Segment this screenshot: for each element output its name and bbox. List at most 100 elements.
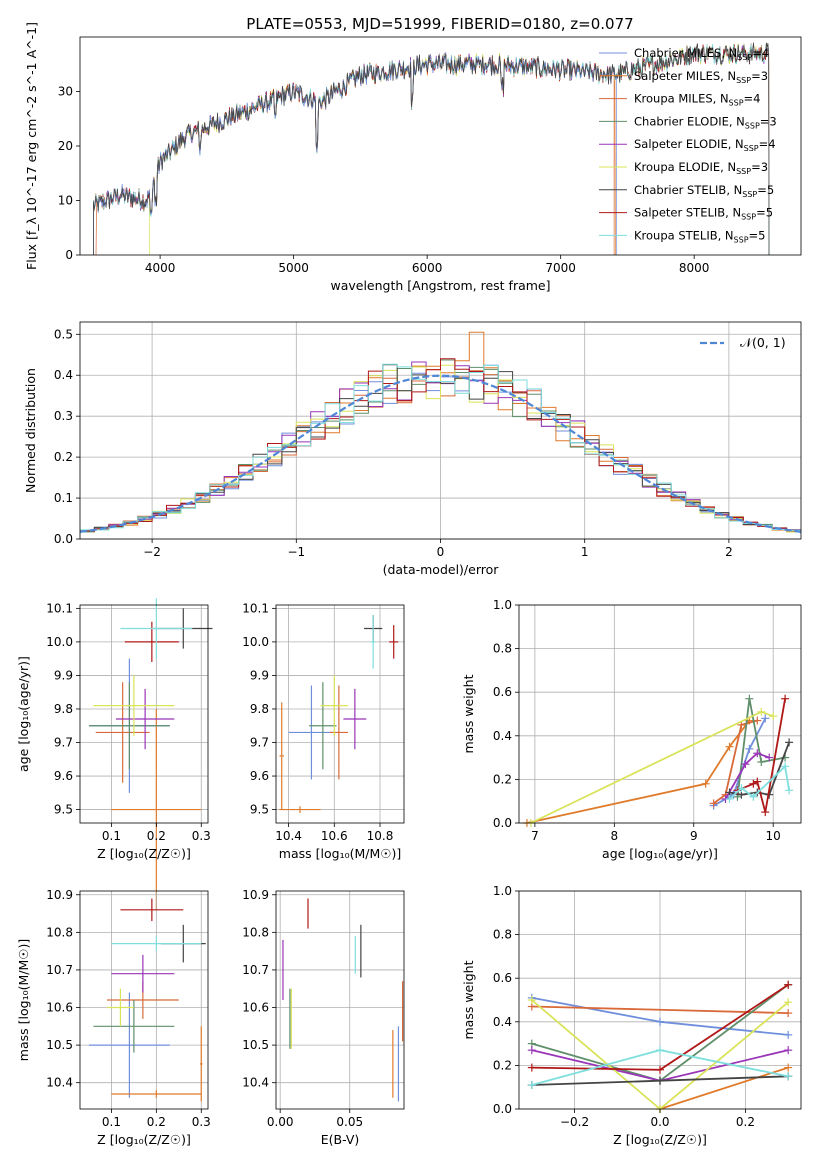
y-tick-label: 10.1 [242,601,269,615]
series-marker [741,760,750,769]
errorbar-point [389,625,399,659]
series-marker [737,784,746,793]
figure-title: PLATE=0553, MJD=51999, FIBERID=0180, z=0… [246,15,633,33]
x-tick-label: −0.2 [560,1115,589,1129]
y-tick-label: 10.5 [242,1038,269,1052]
series-marker [745,694,754,703]
errorbar-point [279,702,284,810]
errorbar-point [370,615,376,669]
errorbar-point [106,988,134,1027]
x-tick-label: 2 [725,545,733,559]
legend-subscript: SSP [741,213,756,222]
y-tick-label: 0.1 [54,491,73,505]
errorbar-point [120,598,193,659]
errorbar-point [111,708,202,911]
y-tick-label: 10.4 [242,1076,269,1090]
plot-area [282,898,404,1102]
errorbar-point [88,992,170,1098]
legend-entry: Salpeter STELIB, NSSP=5 [634,206,773,222]
legend-value: =5 [756,206,773,220]
y-tick-label: 0.3 [54,409,73,423]
series-marker [753,777,762,786]
legend-entry: Salpeter MILES, NSSP=3 [634,69,768,85]
panel-mass_vs_ebv: 0.00 0.05 10.4 10.5 10.6 10.7 10.8 10.9 E(B-V) [242,888,405,1147]
y-tick-label: 0.6 [493,685,512,699]
x-tick-label: −1 [287,545,305,559]
x-tick-label: 0.2 [736,1115,755,1129]
y-tick-label: 9.9 [54,668,73,682]
plot-area [80,331,801,534]
y-tick-label: 0.4 [54,368,73,382]
y-tick-label: 10.4 [46,1076,73,1090]
x-axis-label: E(B-V) [321,1132,360,1147]
errorbar-point [199,1026,203,1102]
panel-mass_vs_Z: 0.1 0.2 0.3 10.4 10.5 10.6 10.7 10.8 10.9 Z [log₁… [16,888,211,1147]
series-marker [749,779,758,788]
y-tick-label: 10.0 [46,635,73,649]
axes-frame [275,604,405,824]
series-marker [785,738,794,747]
y-tick-label: 10.9 [46,888,73,902]
x-tick-label: 6000 [412,261,443,275]
plot-area [88,598,213,911]
legend: Chabrier MILES, NSSP=4 Salpeter MILES, NS… [599,46,777,244]
series-marker [745,744,754,753]
y-tick-label: 0.2 [493,772,512,786]
legend-subscript: SSP [736,76,751,85]
y-tick-label: 10.6 [242,1001,269,1015]
x-tick-label: 10 [766,829,781,843]
errorbar-point [329,685,348,780]
series-marker [656,1046,664,1055]
axes-frame [275,890,405,1110]
legend-entry: Chabrier MILES, NSSP=4 [634,46,769,62]
series-marker [753,749,762,758]
x-tick-label: 0.2 [147,829,166,843]
series-marker [769,712,778,721]
y-tick-label: 10.6 [46,1001,73,1015]
y-axis-label: Normed distribution [23,368,38,493]
legend-value: =5 [757,183,774,197]
plot-area [522,694,794,827]
y-axis-label: mass weight [461,960,476,1039]
errorbar-point [111,954,175,993]
errorbar-point [309,682,337,770]
legend-entry: Chabrier STELIB, NSSP=5 [634,183,774,199]
mass-weight-series [724,752,770,800]
x-tick-label: 0.0 [650,1115,669,1129]
plot-area [279,615,399,813]
y-tick-label: 0.4 [493,729,512,743]
series-marker [785,786,794,795]
x-axis-label: Z [log₁₀(Z/Z☉)] [97,846,191,861]
x-tick-label: 0.2 [147,1115,166,1129]
axes-frame [79,604,209,824]
panel-weight_vs_Z: −0.2 0.0 0.2 0.0 0.2 0.4 0.6 0.8 1.0 Z [log₁₀(Z/Z… [461,884,802,1147]
series-marker [761,808,770,817]
errorbar-point [288,685,335,780]
y-tick-label: 9.5 [54,803,73,817]
series-marker [784,1009,793,1018]
legend-entry: Kroupa ELODIE, NSSP=3 [634,160,768,176]
y-tick-label: 0.0 [54,532,73,546]
y-tick-label: 9.8 [250,702,269,716]
x-axis-label: Z [log₁₀(Z/Z☉)] [613,1132,707,1147]
x-tick-label: 0.00 [267,1115,294,1129]
x-tick-label: 7000 [545,261,576,275]
y-tick-label: 0.6 [493,971,512,985]
x-tick-label: 0.05 [336,1115,363,1129]
x-axis-label: mass [log₁₀(M/M☉)] [279,846,401,861]
y-tick-label: 0.0 [493,816,512,830]
panel-weight_vs_age: 7 8 9 10 0.0 0.2 0.4 0.6 0.8 1.0 age [log₁₀(age/yr… [461,598,802,861]
series-marker [527,1046,536,1055]
legend-value: =3 [751,69,768,83]
series-marker [656,1017,664,1026]
mass-weight-series [713,719,758,805]
x-tick-label: 9 [690,829,698,843]
legend-value: =4 [752,46,769,60]
y-tick-label: 20 [58,139,73,153]
series-marker [725,795,734,804]
legend-subscript: SSP [734,235,749,244]
y-tick-label: 10.9 [242,888,269,902]
spectrum-series-line [93,42,770,255]
series-marker [784,998,793,1007]
residual-histogram [80,363,801,534]
